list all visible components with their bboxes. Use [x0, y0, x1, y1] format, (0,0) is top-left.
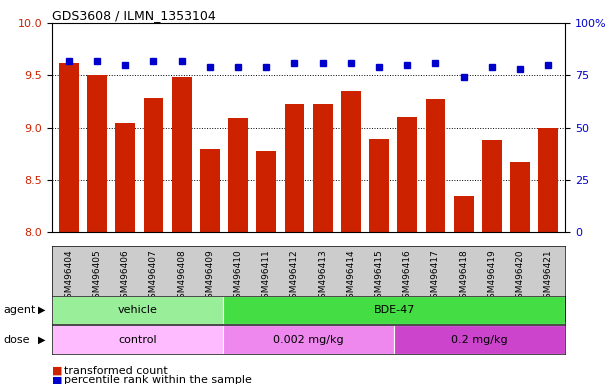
Text: GSM496404: GSM496404: [64, 250, 73, 304]
Text: GSM496416: GSM496416: [403, 250, 412, 304]
Text: GSM496411: GSM496411: [262, 250, 271, 304]
Bar: [482, 140, 502, 232]
Bar: [426, 99, 445, 232]
Text: GSM496419: GSM496419: [488, 250, 496, 304]
Bar: [87, 75, 107, 232]
Text: dose: dose: [3, 335, 29, 345]
Bar: [510, 162, 530, 232]
Text: GSM496418: GSM496418: [459, 250, 468, 304]
Text: BDE-47: BDE-47: [373, 305, 415, 315]
Text: GDS3608 / ILMN_1353104: GDS3608 / ILMN_1353104: [52, 9, 216, 22]
Text: GSM496413: GSM496413: [318, 250, 327, 304]
Bar: [285, 104, 304, 232]
Bar: [257, 151, 276, 232]
Bar: [538, 128, 558, 232]
Text: control: control: [118, 335, 157, 345]
Bar: [223, 326, 394, 354]
Bar: [341, 91, 360, 232]
Text: GSM496412: GSM496412: [290, 250, 299, 304]
Bar: [397, 117, 417, 232]
Text: ▶: ▶: [38, 305, 45, 315]
Text: GSM496414: GSM496414: [346, 250, 356, 304]
Text: GSM496407: GSM496407: [149, 250, 158, 304]
Text: GSM496417: GSM496417: [431, 250, 440, 304]
Text: GSM496410: GSM496410: [233, 250, 243, 304]
Bar: [52, 326, 223, 354]
Bar: [313, 104, 332, 232]
Text: GSM496406: GSM496406: [121, 250, 130, 304]
Bar: [144, 98, 163, 232]
Text: GSM496421: GSM496421: [544, 250, 553, 304]
Text: GSM496420: GSM496420: [516, 250, 525, 304]
Text: 0.002 mg/kg: 0.002 mg/kg: [273, 335, 344, 345]
Text: GSM496405: GSM496405: [92, 250, 101, 304]
Text: GSM496415: GSM496415: [375, 250, 384, 304]
Bar: [394, 326, 565, 354]
Text: GSM496408: GSM496408: [177, 250, 186, 304]
Text: transformed count: transformed count: [64, 366, 168, 376]
Text: agent: agent: [3, 305, 35, 315]
Bar: [115, 124, 135, 232]
Text: ■: ■: [52, 366, 62, 376]
Text: vehicle: vehicle: [117, 305, 158, 315]
Text: GSM496409: GSM496409: [205, 250, 214, 304]
Text: percentile rank within the sample: percentile rank within the sample: [64, 375, 252, 384]
Text: ■: ■: [52, 375, 62, 384]
Bar: [59, 63, 79, 232]
Text: ▶: ▶: [38, 335, 45, 345]
Bar: [223, 296, 565, 324]
Bar: [200, 149, 220, 232]
Bar: [228, 118, 248, 232]
Bar: [369, 139, 389, 232]
Bar: [172, 78, 191, 232]
Bar: [52, 296, 223, 324]
Bar: [454, 196, 474, 232]
Text: 0.2 mg/kg: 0.2 mg/kg: [452, 335, 508, 345]
